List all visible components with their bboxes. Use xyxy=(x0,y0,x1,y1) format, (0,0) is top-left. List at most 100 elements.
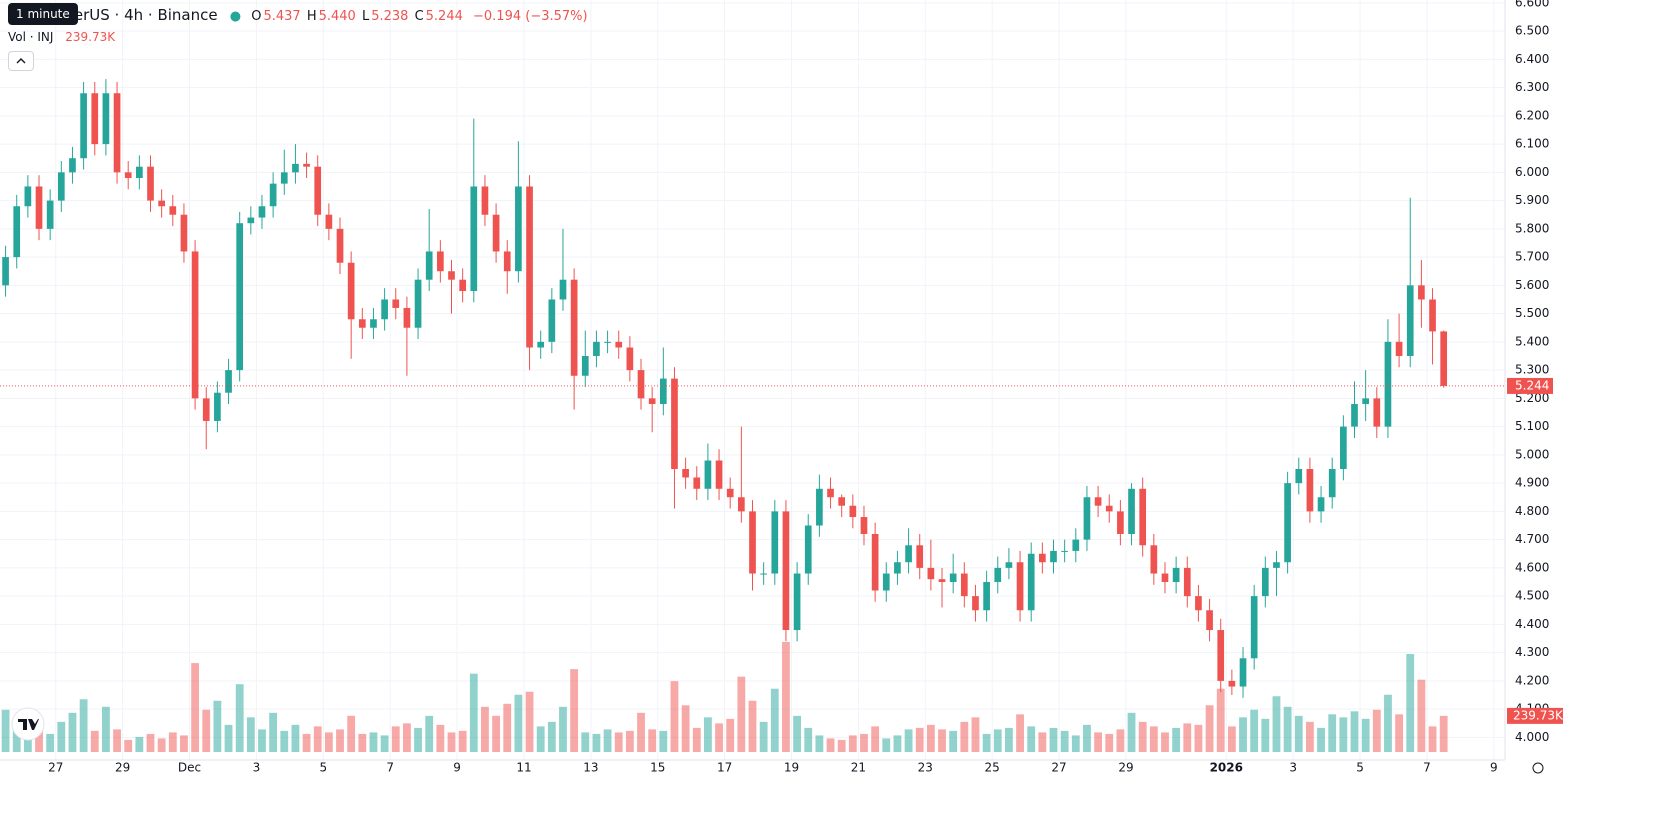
x-tick-label: 2026 xyxy=(1210,761,1243,775)
volume-bar xyxy=(603,729,612,752)
candle-body xyxy=(615,341,623,348)
last-price-label: 5.244 xyxy=(1515,378,1549,392)
candle-body xyxy=(871,533,879,591)
volume-bar xyxy=(213,700,222,752)
candle-body xyxy=(147,166,154,201)
volume-bar xyxy=(1350,711,1359,752)
volume-bar xyxy=(715,723,723,752)
collapse-button[interactable] xyxy=(8,51,34,71)
volume-bar xyxy=(1060,730,1069,752)
candle-body xyxy=(13,206,21,258)
candle-body xyxy=(526,186,533,348)
candle-body xyxy=(459,279,466,292)
x-tick-label: 5 xyxy=(1356,761,1364,775)
volume-bar xyxy=(1127,712,1136,752)
candle-body xyxy=(1306,468,1314,512)
candle-body xyxy=(648,398,656,405)
candle-body xyxy=(548,299,556,342)
volume-bar xyxy=(614,732,623,752)
candle-body xyxy=(771,511,779,574)
volume-bar xyxy=(258,729,266,752)
x-tick-label: 7 xyxy=(386,761,394,775)
volume-bar xyxy=(960,721,969,752)
volume-bar xyxy=(135,736,144,752)
volume-bar xyxy=(1384,694,1392,752)
volume-bar xyxy=(391,726,400,752)
volume-bar xyxy=(536,726,545,752)
volume-bar xyxy=(1205,705,1214,752)
y-tick-label: 5.800 xyxy=(1515,221,1549,235)
status-dot: ● xyxy=(229,9,242,24)
volume-bar xyxy=(469,673,478,752)
volume-bar xyxy=(202,709,211,752)
volume-bar xyxy=(893,735,902,752)
candle-body xyxy=(1261,567,1269,597)
y-tick-label: 4.000 xyxy=(1515,730,1549,744)
y-tick-label: 4.800 xyxy=(1515,504,1549,518)
volume-badge-label: 239.73K xyxy=(1513,708,1564,722)
candle-body xyxy=(169,206,177,215)
volume-bar xyxy=(1361,718,1370,752)
candle-body xyxy=(448,271,455,280)
volume-bar xyxy=(1428,726,1437,752)
candle-body xyxy=(1061,550,1068,552)
volume-bar xyxy=(291,724,300,752)
candle-body xyxy=(492,214,500,252)
volume-bar xyxy=(1372,709,1381,752)
volume-bar xyxy=(525,691,534,752)
candle-body xyxy=(2,257,9,286)
volume-bar xyxy=(1027,726,1036,752)
volume-bar xyxy=(670,681,679,752)
volume-bar xyxy=(313,726,322,752)
candle-body xyxy=(738,497,745,512)
candle-body xyxy=(570,279,578,376)
y-tick-label: 6.500 xyxy=(1515,24,1549,38)
volume-bar xyxy=(180,735,188,752)
candle-body xyxy=(1228,680,1236,687)
x-tick-label: 7 xyxy=(1423,761,1431,775)
volume-bar xyxy=(993,729,1002,752)
y-tick-label: 4.900 xyxy=(1515,476,1549,490)
volume-bar xyxy=(514,694,523,752)
candle-body xyxy=(905,545,912,563)
volume-bar xyxy=(280,730,289,752)
volume-bar xyxy=(1294,715,1303,752)
volume-bar xyxy=(191,663,199,752)
volume-bar xyxy=(1116,729,1125,752)
volume-bar xyxy=(704,717,712,752)
candle-body xyxy=(782,511,790,631)
volume-bar xyxy=(324,732,333,752)
volume-title[interactable]: Vol · INJ xyxy=(8,30,54,44)
volume-bar xyxy=(1250,709,1259,752)
x-tick-label: 11 xyxy=(516,761,531,775)
volume-bar xyxy=(1049,727,1058,752)
candle-body xyxy=(202,398,210,421)
volume-bar xyxy=(949,730,958,752)
volume-bar xyxy=(860,733,868,752)
y-tick-label: 4.600 xyxy=(1515,560,1549,574)
candle-body xyxy=(1027,553,1035,611)
volume-bar xyxy=(848,735,857,752)
volume-bar xyxy=(1016,714,1024,752)
candle-body xyxy=(214,392,221,421)
candle-body xyxy=(158,200,165,207)
candle-body xyxy=(280,172,288,184)
volume-bar xyxy=(1105,733,1114,752)
candle-body xyxy=(793,573,801,631)
candle-body xyxy=(849,505,857,518)
volume-bar xyxy=(770,688,779,752)
candle-body xyxy=(24,186,32,207)
candle-body xyxy=(1429,299,1436,332)
candle-body xyxy=(1139,488,1147,546)
volume-bar xyxy=(793,715,801,752)
volume-bar xyxy=(659,730,668,752)
candle-body xyxy=(994,567,1002,583)
legend-label: O xyxy=(251,9,262,24)
volume-bar xyxy=(358,733,367,752)
x-tick-label: 29 xyxy=(1118,761,1133,775)
volume-bar xyxy=(559,706,567,752)
volume-bar xyxy=(904,729,913,752)
volume-bar xyxy=(1005,727,1013,752)
volume-bar xyxy=(692,727,701,752)
candle-body xyxy=(1128,488,1135,534)
